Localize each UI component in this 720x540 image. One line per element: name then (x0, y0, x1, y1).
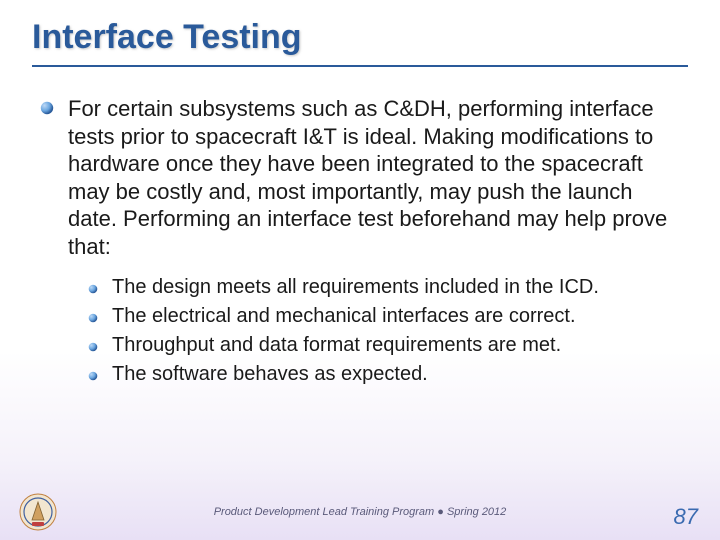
sub-bullet-text: The software behaves as expected. (112, 361, 428, 388)
sub-bullet-list: The design meets all requirements includ… (40, 274, 680, 388)
sub-bullet-text: Throughput and data format requirements … (112, 332, 561, 359)
main-bullet-row: For certain subsystems such as C&DH, per… (40, 95, 680, 260)
sub-bullet-text: The design meets all requirements includ… (112, 274, 599, 301)
footer-text: Product Development Lead Training Progra… (214, 506, 507, 518)
sub-bullet-row: The software behaves as expected. (88, 361, 680, 388)
sphere-bullet-icon (88, 310, 98, 320)
sub-bullet-row: Throughput and data format requirements … (88, 332, 680, 359)
sub-bullet-text: The electrical and mechanical interfaces… (112, 303, 576, 330)
footer: Product Development Lead Training Progra… (0, 502, 720, 528)
sphere-bullet-icon (88, 339, 98, 349)
slide: Interface Testing For certain subsystems… (0, 0, 720, 540)
sub-bullet-row: The electrical and mechanical interfaces… (88, 303, 680, 330)
page-number: 87 (674, 504, 698, 530)
body-area: For certain subsystems such as C&DH, per… (32, 95, 688, 388)
sphere-bullet-icon (88, 368, 98, 378)
main-bullet-text: For certain subsystems such as C&DH, per… (68, 95, 680, 260)
title-underline (32, 65, 688, 67)
sphere-bullet-icon (40, 101, 54, 115)
sub-bullet-row: The design meets all requirements includ… (88, 274, 680, 301)
sphere-bullet-icon (88, 281, 98, 291)
slide-title: Interface Testing (32, 18, 688, 57)
